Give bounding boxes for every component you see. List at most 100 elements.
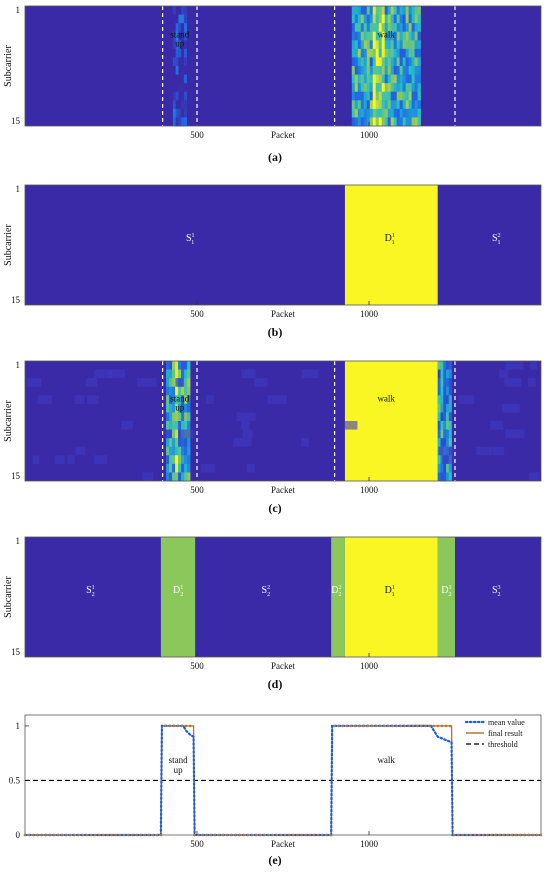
heat-cell (408, 83, 412, 93)
noise-streak (490, 421, 504, 430)
final-result-marker (139, 833, 142, 837)
final-result-marker (502, 833, 506, 837)
heat-cell (357, 48, 362, 58)
heat-cell (166, 403, 170, 413)
heat-cell (175, 403, 179, 413)
heat-cell (443, 403, 447, 413)
noise-streak (527, 378, 536, 387)
heat-cell (172, 83, 176, 93)
heat-cell (417, 31, 421, 41)
noise-streak (254, 378, 268, 387)
heat-cell (393, 100, 397, 110)
noise-streak (504, 378, 522, 387)
heat-cell (375, 83, 380, 93)
annotation-text: up (174, 765, 184, 775)
final-result-marker (131, 833, 134, 837)
heat-cell (175, 40, 179, 50)
heat-cell (181, 386, 185, 396)
heat-cell (178, 361, 182, 370)
heat-cell (399, 91, 403, 101)
heat-cell (399, 14, 403, 24)
caption-c: (c) (268, 501, 282, 515)
heat-cell (363, 48, 368, 58)
noise-streak (86, 395, 99, 404)
final-result-marker (64, 833, 68, 837)
heat-cell (440, 421, 444, 430)
heat-cell (443, 463, 447, 473)
caption-d: (d) (267, 677, 283, 691)
noise-streak (54, 455, 65, 464)
noise-streak (200, 463, 215, 473)
heat-cell (351, 66, 356, 75)
heat-cell (172, 446, 176, 456)
heat-cell (183, 117, 187, 127)
heat-cell (378, 117, 383, 127)
heat-cell (393, 91, 397, 101)
heat-cell (366, 100, 371, 110)
heat-cell (384, 74, 388, 84)
heat-cell (437, 438, 441, 448)
final-result-marker (258, 833, 262, 837)
heat-cell (437, 463, 441, 473)
x-tick-label: 500 (190, 839, 204, 849)
final-result-marker (31, 833, 35, 837)
heat-cell (375, 23, 380, 33)
heat-cell (178, 14, 182, 24)
heat-cell (417, 40, 421, 50)
heat-cell (387, 91, 391, 101)
heat-cell (369, 117, 374, 127)
heat-cell (393, 57, 397, 67)
heat-cell (402, 23, 406, 33)
final-result-marker (312, 833, 316, 837)
final-result-marker (283, 833, 287, 837)
final-result-marker (242, 833, 246, 837)
heat-cell (181, 31, 185, 41)
heat-cell (408, 91, 412, 101)
heat-cell (414, 31, 418, 41)
heat-cell (360, 117, 365, 127)
heat-cell (363, 100, 368, 110)
heat-cell (414, 83, 418, 93)
heat-cell (354, 6, 359, 15)
heat-cell (187, 361, 191, 370)
heat-cell (393, 117, 397, 127)
heat-cell (411, 6, 415, 15)
heat-cell (181, 117, 185, 127)
heat-cell (183, 40, 187, 50)
final-result-marker (370, 724, 374, 728)
heat-cell (408, 66, 412, 75)
heat-cell (437, 403, 441, 413)
heat-cell (172, 31, 176, 41)
heat-cell (178, 412, 182, 422)
final-result-marker (238, 833, 241, 837)
heat-cell (354, 14, 359, 24)
heat-cell (172, 412, 176, 422)
segment-label: S1 1 (186, 233, 195, 246)
heat-cell (366, 14, 371, 24)
heat-cell (381, 83, 386, 93)
final-result-marker (271, 833, 274, 837)
heat-cell (417, 14, 421, 24)
heat-cell (363, 108, 368, 118)
heat-cell (390, 6, 394, 15)
heat-cell (399, 100, 403, 110)
heat-cell (384, 108, 388, 118)
heat-cell (414, 23, 418, 33)
heat-cell (172, 40, 176, 50)
segment-label: D1 1 (385, 233, 395, 246)
noise-streak (502, 403, 520, 413)
annotation-text: up (175, 39, 185, 49)
final-result-marker (118, 833, 122, 837)
heat-cell (187, 412, 191, 422)
heat-cell (384, 31, 388, 41)
plot-frame (24, 536, 542, 658)
final-result-marker (81, 833, 85, 837)
heat-cell (175, 48, 179, 58)
heat-cell (440, 386, 444, 396)
heat-cell (178, 421, 182, 430)
heat-cell (408, 31, 412, 41)
heat-cell (396, 6, 400, 15)
final-result-marker (296, 833, 299, 837)
heat-cell (357, 6, 362, 15)
